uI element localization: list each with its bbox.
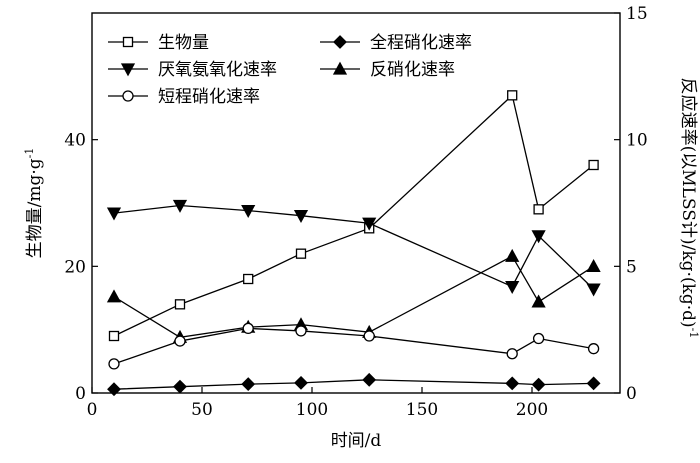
legend-marker	[120, 63, 136, 77]
axes: 0 50 100 150 200 0 20 40 0 5 10 15	[64, 4, 647, 420]
series	[106, 248, 601, 343]
legend-label: 厌氧氨氧化速率	[158, 60, 277, 80]
legend-marker	[122, 90, 134, 102]
data-point	[586, 376, 601, 391]
x-tick-label: 100	[296, 400, 328, 420]
data-point	[586, 283, 601, 297]
data-point	[507, 90, 518, 101]
data-point	[363, 330, 375, 342]
plot-frame	[91, 12, 621, 394]
legend-marker	[332, 61, 348, 75]
data-point	[108, 358, 120, 370]
data-point	[586, 258, 601, 272]
data-point	[174, 299, 186, 310]
series-line	[113, 379, 594, 390]
y-right-tick-label: 0	[626, 384, 637, 404]
legend-item: 厌氧氨氧化速率	[108, 60, 277, 80]
x-tick-label: 150	[406, 400, 438, 420]
legend-marker	[122, 36, 134, 48]
series	[108, 90, 599, 342]
data-point	[241, 204, 256, 218]
data-point	[242, 322, 254, 335]
data-point	[107, 382, 121, 397]
data-point	[531, 294, 546, 308]
legend-item: 生物量	[108, 33, 209, 53]
legend-label: 生物量	[158, 33, 209, 53]
data-point	[505, 376, 520, 391]
data-point	[243, 273, 254, 285]
data-point	[533, 204, 544, 215]
data-point	[108, 330, 120, 342]
series-line	[113, 327, 594, 365]
series	[108, 322, 600, 370]
y-right-tick-label: 5	[626, 257, 637, 277]
data-point	[295, 325, 307, 337]
series	[107, 372, 601, 397]
legend-item: 短程硝化速率	[108, 87, 260, 107]
y-axis-title-left-main: 生物量/mg·g	[25, 158, 45, 258]
y-left-tick-label: 20	[64, 257, 86, 277]
x-tick-label: 200	[516, 400, 548, 420]
data-point	[531, 377, 546, 392]
data-point	[532, 332, 545, 345]
data-point	[106, 207, 122, 221]
data-point	[505, 280, 520, 294]
data-point	[173, 379, 187, 394]
legend-label: 短程硝化速率	[158, 87, 260, 107]
y-axis-title-right-main: 反应速率(以MLSS计)/kg·(kg·d)	[678, 78, 698, 328]
y-axis-title-right: 反应速率(以MLSS计)/kg·(kg·d)-1	[678, 78, 700, 339]
y-left-tick-label: 0	[75, 384, 86, 404]
y-axis-title-right-sup: -1	[687, 328, 700, 339]
data-point	[505, 248, 520, 262]
y-axis-title-left: 生物量/mg·g-1	[23, 148, 45, 259]
series	[106, 199, 601, 297]
series-line	[113, 255, 594, 338]
plot-area-border	[91, 12, 621, 394]
data-point	[172, 199, 188, 213]
y-right-tick-label: 10	[626, 131, 648, 151]
data-point	[588, 159, 599, 171]
x-tick-label: 0	[87, 400, 98, 420]
series-line	[113, 204, 595, 290]
data-point	[506, 348, 518, 360]
data-point	[362, 217, 377, 231]
legend-label: 反硝化速率	[370, 60, 455, 80]
data-point	[174, 335, 186, 347]
legend-marker	[333, 35, 347, 49]
series-layer	[106, 90, 601, 397]
series-line	[113, 94, 595, 337]
legend-label: 全程硝化速率	[370, 33, 472, 53]
legend-item: 全程硝化速率	[320, 33, 472, 53]
y-left-tick-label: 40	[64, 131, 86, 151]
data-point	[293, 210, 309, 224]
data-point	[362, 372, 377, 387]
y-right-tick-label: 15	[626, 4, 648, 24]
x-axis-title: 时间/d	[331, 431, 382, 451]
data-point	[106, 289, 122, 303]
data-point	[531, 230, 546, 244]
legend-item: 反硝化速率	[320, 60, 455, 80]
data-point	[294, 375, 308, 390]
y-axis-title-left-sup: -1	[23, 148, 36, 159]
data-point	[241, 377, 256, 392]
data-point	[295, 248, 307, 259]
x-tick-label: 50	[191, 400, 213, 420]
data-point	[587, 343, 600, 355]
